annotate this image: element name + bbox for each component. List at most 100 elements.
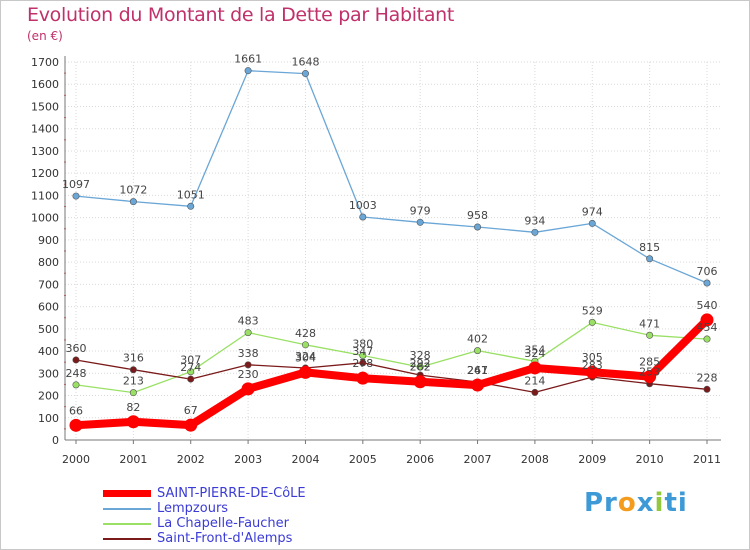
- data-point: [703, 279, 711, 287]
- y-tick-label: 400: [38, 345, 59, 358]
- data-label: 354: [524, 343, 545, 356]
- data-point: [359, 213, 367, 221]
- logo-part: ti: [664, 488, 688, 518]
- x-tick-label: 2001: [119, 453, 147, 466]
- data-label: 428: [295, 327, 316, 340]
- series-line: [75, 321, 708, 394]
- data-label: 261: [467, 364, 488, 377]
- y-tick-label: 1500: [31, 100, 59, 113]
- chart-subtitle: (en €): [27, 29, 63, 43]
- logo-part: o: [617, 488, 637, 518]
- y-tick-label: 1600: [31, 78, 59, 91]
- data-point: [528, 361, 542, 375]
- legend-item: SAINT-PIERRE-DE-CôLE: [103, 486, 306, 501]
- logo-part: i: [654, 488, 665, 518]
- data-point: [126, 415, 140, 429]
- data-label: 285: [639, 356, 660, 369]
- data-label: 974: [582, 205, 603, 218]
- legend-swatch: [103, 522, 151, 525]
- data-point: [588, 318, 596, 326]
- data-label: 274: [180, 361, 201, 374]
- data-point: [241, 382, 255, 396]
- line-chart: 0 100 200 300 400 500 600 700 800 900 1000 1100 1200…: [31, 53, 721, 466]
- axes: [64, 56, 721, 444]
- logo-part: Pr: [584, 488, 618, 518]
- data-point: [646, 255, 654, 263]
- y-tick-label: 600: [38, 301, 59, 314]
- x-tick-label: 2007: [464, 453, 492, 466]
- x-tick-labels: 2000 2001 2002 2003 2004 2005 2006 2007 2008 2009…: [62, 453, 721, 466]
- series-line: [75, 359, 708, 394]
- x-tick-label: 2002: [177, 453, 205, 466]
- y-tick-label: 900: [38, 234, 59, 247]
- data-label: 67: [184, 404, 198, 417]
- data-point: [700, 313, 714, 327]
- y-tick-label: 1200: [31, 167, 59, 180]
- data-point: [187, 368, 195, 376]
- data-point: [129, 198, 137, 206]
- data-point: [356, 371, 370, 385]
- legend-item: La Chapelle-Faucher: [103, 516, 289, 531]
- data-label: 324: [524, 347, 545, 360]
- data-point: [359, 352, 367, 360]
- data-label: 292: [410, 357, 431, 370]
- data-label: 402: [467, 333, 488, 346]
- legend-item: Saint-Front-d'Alemps: [103, 531, 292, 546]
- data-point: [474, 223, 482, 231]
- x-tick-label: 2005: [349, 453, 377, 466]
- legend-swatch: [103, 490, 151, 497]
- data-label: 247: [467, 364, 488, 377]
- data-label: 1661: [234, 53, 262, 66]
- data-label: 66: [69, 404, 83, 417]
- data-point: [69, 418, 83, 432]
- series-line: [75, 70, 708, 284]
- data-label: 1051: [177, 188, 205, 201]
- data-point: [244, 329, 252, 337]
- legend-label: Saint-Front-d'Alemps: [157, 531, 293, 546]
- legend-label: Lempzours: [157, 501, 229, 516]
- data-point: [416, 218, 424, 226]
- y-tick-label: 500: [38, 323, 59, 336]
- data-label: 483: [238, 315, 259, 328]
- data-label: 540: [697, 299, 718, 312]
- data-point: [359, 359, 367, 367]
- data-point: [585, 365, 599, 379]
- legend-swatch: [103, 507, 151, 510]
- data-point: [301, 70, 309, 78]
- data-label: 1648: [291, 56, 319, 69]
- data-point: [588, 219, 596, 227]
- logo-part: x: [636, 488, 655, 518]
- y-tick-label: 700: [38, 278, 59, 291]
- data-label: 706: [697, 265, 718, 278]
- y-tick-label: 0: [52, 434, 59, 447]
- data-label: 1097: [62, 178, 90, 191]
- data-point: [413, 375, 427, 389]
- data-label: 1072: [119, 184, 147, 197]
- data-label: 316: [123, 352, 144, 365]
- proxiti-logo: Proxiti: [584, 488, 688, 518]
- data-label: 324: [295, 350, 316, 363]
- data-point: [129, 366, 137, 374]
- data-label: 360: [66, 342, 87, 355]
- data-point: [72, 192, 80, 200]
- data-label: 213: [123, 375, 144, 388]
- data-point: [471, 378, 485, 392]
- data-point: [187, 375, 195, 383]
- data-point: [703, 385, 711, 393]
- data-label: 471: [639, 317, 660, 330]
- data-label: 230: [238, 368, 259, 381]
- data-point: [72, 356, 80, 364]
- data-point: [531, 228, 539, 236]
- data-label: 529: [582, 304, 603, 317]
- data-point: [129, 389, 137, 397]
- y-tick-label: 800: [38, 256, 59, 269]
- data-label: 304: [295, 351, 316, 364]
- data-label: 815: [639, 241, 660, 254]
- data-labels: 1097 1072 1051 1661 1648 1003 979 958 934 974 815 7…: [62, 53, 718, 418]
- data-point: [187, 202, 195, 210]
- y-tick-label: 300: [38, 367, 59, 380]
- data-label: 338: [238, 347, 259, 360]
- data-label: 307: [180, 354, 201, 367]
- x-tick-label: 2010: [636, 453, 664, 466]
